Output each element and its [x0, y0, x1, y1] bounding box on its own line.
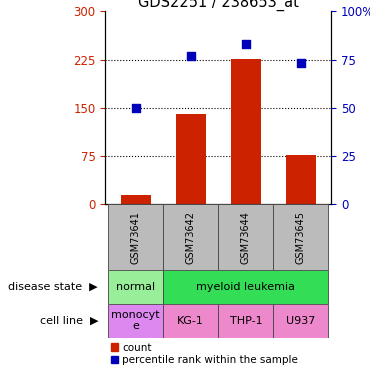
FancyBboxPatch shape — [273, 304, 329, 338]
Text: GSM73644: GSM73644 — [241, 211, 251, 264]
Point — [188, 53, 194, 58]
FancyBboxPatch shape — [218, 304, 273, 338]
Title: GDS2251 / 238653_at: GDS2251 / 238653_at — [138, 0, 299, 11]
Text: GSM73645: GSM73645 — [296, 211, 306, 264]
Text: THP-1: THP-1 — [229, 316, 262, 326]
FancyBboxPatch shape — [108, 270, 163, 304]
FancyBboxPatch shape — [108, 204, 163, 270]
Text: monocyt
e: monocyt e — [111, 310, 160, 332]
Bar — [121, 195, 151, 204]
Text: U937: U937 — [286, 316, 316, 326]
Text: GSM73641: GSM73641 — [131, 211, 141, 264]
Text: disease state  ▶: disease state ▶ — [9, 282, 98, 292]
FancyBboxPatch shape — [273, 204, 329, 270]
FancyBboxPatch shape — [108, 304, 163, 338]
Text: KG-1: KG-1 — [177, 316, 204, 326]
FancyBboxPatch shape — [163, 204, 218, 270]
Point — [243, 41, 249, 47]
Bar — [231, 59, 261, 204]
Text: cell line  ▶: cell line ▶ — [40, 316, 98, 326]
FancyBboxPatch shape — [163, 270, 329, 304]
Bar — [286, 155, 316, 204]
Text: GSM73642: GSM73642 — [186, 211, 196, 264]
Bar — [176, 114, 206, 204]
Text: normal: normal — [116, 282, 155, 292]
Text: myeloid leukemia: myeloid leukemia — [196, 282, 295, 292]
Legend: count, percentile rank within the sample: count, percentile rank within the sample — [111, 343, 298, 365]
Point — [298, 60, 304, 66]
FancyBboxPatch shape — [163, 304, 218, 338]
Point — [133, 105, 139, 111]
FancyBboxPatch shape — [218, 204, 273, 270]
